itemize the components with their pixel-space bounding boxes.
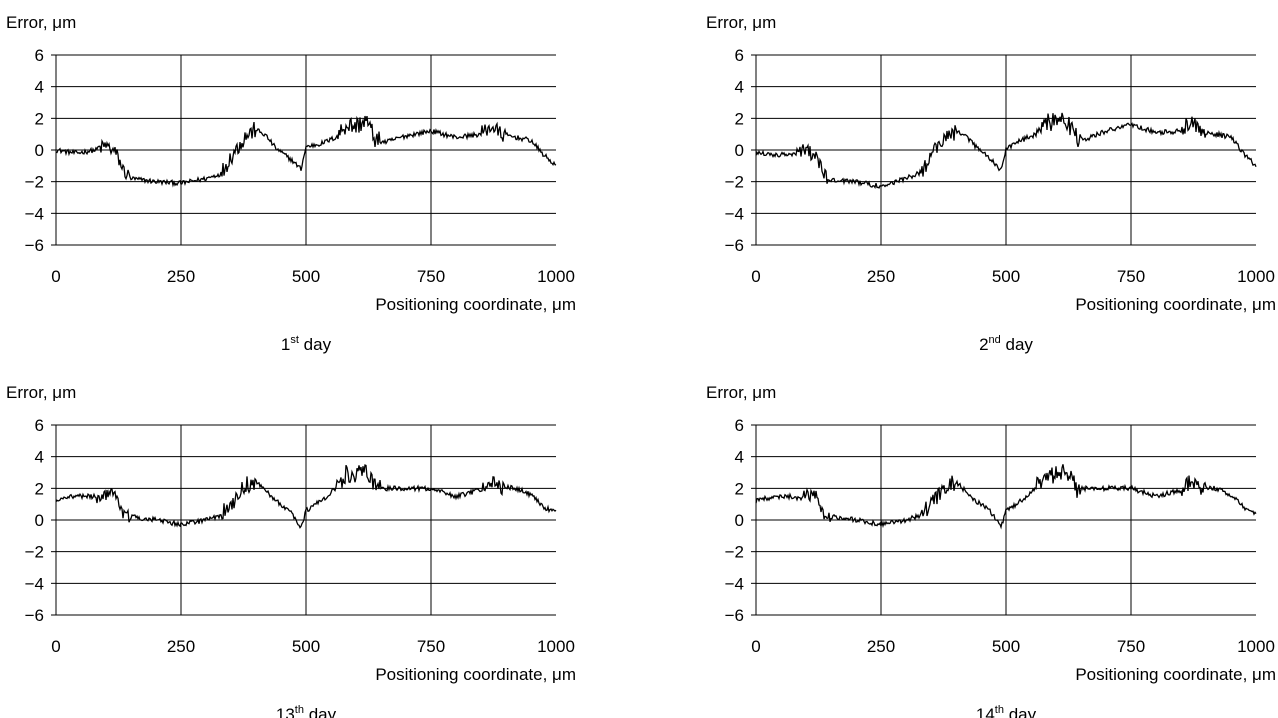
y-tick-label: −2 <box>725 173 744 192</box>
y-tick-label: 4 <box>35 448 44 467</box>
x-axis-label: Positioning coordinate, μm <box>1075 295 1276 314</box>
y-tick-label: −6 <box>25 606 44 625</box>
chart-panel-day-13: Error, μm 6 4 2 0 −2 −4 −6 0 250 500 750 1000 Positio… <box>0 370 600 718</box>
y-tick-label: 6 <box>35 416 44 435</box>
x-tick-label: 250 <box>867 267 895 286</box>
y-tick-label: 4 <box>35 78 44 97</box>
panel-caption: 13th day <box>276 704 337 718</box>
y-tick-label: 0 <box>35 511 44 530</box>
line-chart: Error, μm 6 4 2 0 −2 −4 −6 0 250 500 750 1000 Positio… <box>706 383 1276 718</box>
y-tick-label: 0 <box>735 511 744 530</box>
chart-panel-day-1: Error, μm 6 4 2 0 −2 −4 −6 0 250 500 750 1000 Positio… <box>0 0 600 354</box>
x-tick-label: 500 <box>292 267 320 286</box>
x-tick-label: 250 <box>167 637 195 656</box>
y-tick-label: −6 <box>725 606 744 625</box>
series-line <box>755 464 1257 530</box>
series-line <box>55 464 557 529</box>
y-tick-label: 6 <box>735 416 744 435</box>
y-tick-label: −4 <box>25 204 44 223</box>
x-tick-label: 750 <box>1117 637 1145 656</box>
x-tick-label: 250 <box>867 637 895 656</box>
line-chart: Error, μm 6 4 2 0 −2 −4 −6 0 250 500 750 1000 Positio… <box>6 13 576 354</box>
x-tick-label: 500 <box>292 637 320 656</box>
y-tick-label: −4 <box>725 574 744 593</box>
x-tick-label: 1000 <box>1237 267 1275 286</box>
x-tick-label: 750 <box>417 637 445 656</box>
chart-panel-day-14: Error, μm 6 4 2 0 −2 −4 −6 0 250 500 750 1000 Positio… <box>700 370 1278 718</box>
x-tick-label: 500 <box>992 637 1020 656</box>
x-tick-label: 1000 <box>537 267 575 286</box>
x-tick-label: 750 <box>417 267 445 286</box>
y-tick-label: −6 <box>25 236 44 255</box>
y-tick-label: 2 <box>735 109 744 128</box>
y-tick-label: −2 <box>25 173 44 192</box>
y-tick-label: −2 <box>25 543 44 562</box>
y-axis-label: Error, μm <box>6 13 76 32</box>
panel-caption: 2nd day <box>979 334 1033 354</box>
series-line <box>755 112 1257 190</box>
y-tick-label: −2 <box>725 543 744 562</box>
line-chart: Error, μm 6 4 2 0 −2 −4 −6 0 250 500 750 1000 Positio… <box>706 13 1276 354</box>
x-tick-label: 0 <box>751 637 760 656</box>
y-tick-label: −6 <box>725 236 744 255</box>
x-tick-label: 0 <box>51 637 60 656</box>
panel-caption: 1st day <box>281 334 332 354</box>
y-tick-label: 4 <box>735 78 744 97</box>
y-tick-label: 2 <box>35 109 44 128</box>
series-line <box>55 115 557 188</box>
y-tick-label: −4 <box>25 574 44 593</box>
y-axis-label: Error, μm <box>6 383 76 402</box>
y-tick-label: 4 <box>735 448 744 467</box>
x-tick-label: 750 <box>1117 267 1145 286</box>
y-tick-label: 2 <box>735 479 744 498</box>
y-tick-label: 6 <box>35 46 44 65</box>
x-tick-label: 0 <box>51 267 60 286</box>
x-axis-label: Positioning coordinate, μm <box>375 295 576 314</box>
y-tick-label: 0 <box>35 141 44 160</box>
x-axis-label: Positioning coordinate, μm <box>375 665 576 684</box>
y-axis-label: Error, μm <box>706 13 776 32</box>
x-tick-label: 1000 <box>537 637 575 656</box>
y-axis-label: Error, μm <box>706 383 776 402</box>
x-axis-label: Positioning coordinate, μm <box>1075 665 1276 684</box>
x-tick-label: 0 <box>751 267 760 286</box>
y-tick-label: 6 <box>735 46 744 65</box>
line-chart: Error, μm 6 4 2 0 −2 −4 −6 0 250 500 750 1000 Positio… <box>6 383 576 718</box>
y-tick-label: −4 <box>725 204 744 223</box>
chart-panel-day-2: Error, μm 6 4 2 0 −2 −4 −6 0 250 500 750 1000 Positio… <box>700 0 1278 354</box>
y-tick-label: 0 <box>735 141 744 160</box>
y-tick-label: 2 <box>35 479 44 498</box>
x-tick-label: 1000 <box>1237 637 1275 656</box>
panel-caption: 14th day <box>976 704 1037 718</box>
x-tick-label: 500 <box>992 267 1020 286</box>
x-tick-label: 250 <box>167 267 195 286</box>
